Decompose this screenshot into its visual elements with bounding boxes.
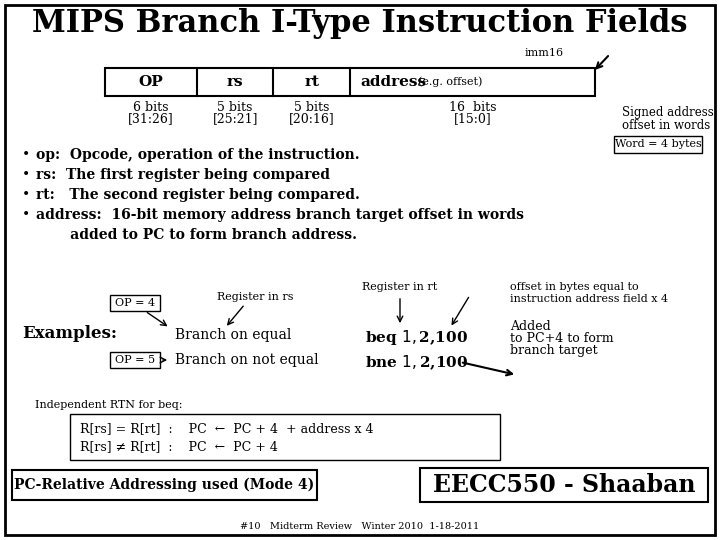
Text: [25:21]: [25:21]	[212, 112, 258, 125]
Text: •: •	[22, 168, 30, 182]
Text: •: •	[22, 208, 30, 222]
Text: Word = 4 bytes: Word = 4 bytes	[615, 139, 701, 149]
Text: [31:26]: [31:26]	[128, 112, 174, 125]
Bar	[110, 352, 160, 368]
Text: OP: OP	[138, 75, 163, 89]
Text: offset in bytes equal to: offset in bytes equal to	[510, 282, 639, 292]
Text: MIPS Branch I-Type Instruction Fields: MIPS Branch I-Type Instruction Fields	[32, 8, 688, 39]
Text: #10   Midterm Review   Winter 2010  1-18-2011: #10 Midterm Review Winter 2010 1-18-2011	[240, 522, 480, 531]
Text: imm16: imm16	[525, 48, 564, 58]
Text: branch target: branch target	[510, 344, 598, 357]
Text: PC-Relative Addressing used (Mode 4): PC-Relative Addressing used (Mode 4)	[14, 478, 314, 492]
Text: 16  bits: 16 bits	[449, 101, 496, 114]
Text: Branch on not equal: Branch on not equal	[175, 353, 319, 367]
Text: address:  16-bit memory address branch target offset in words: address: 16-bit memory address branch ta…	[36, 208, 524, 222]
Text: [15:0]: [15:0]	[454, 112, 491, 125]
Text: address: address	[360, 75, 426, 89]
Text: beq $1,$2,100: beq $1,$2,100	[365, 328, 468, 347]
Text: •: •	[22, 188, 30, 202]
Text: rt:   The second register being compared.: rt: The second register being compared.	[36, 188, 360, 202]
Text: Register in rt: Register in rt	[362, 282, 438, 292]
Text: OP = 5: OP = 5	[115, 355, 155, 365]
Text: Examples:: Examples:	[22, 325, 117, 342]
Bar	[70, 414, 500, 460]
Text: bne $1,$2,100: bne $1,$2,100	[365, 353, 468, 372]
Text: Added: Added	[510, 320, 551, 333]
Bar	[614, 136, 702, 153]
Text: rs:  The first register being compared: rs: The first register being compared	[36, 168, 330, 182]
Text: op:  Opcode, operation of the instruction.: op: Opcode, operation of the instruction…	[36, 148, 359, 162]
Bar	[105, 68, 595, 96]
Text: added to PC to form branch address.: added to PC to form branch address.	[36, 228, 357, 242]
Text: R[rs] ≠ R[rt]  :    PC  ←  PC + 4: R[rs] ≠ R[rt] : PC ← PC + 4	[80, 440, 278, 453]
Text: Branch on equal: Branch on equal	[175, 328, 292, 342]
Bar	[110, 295, 160, 311]
Text: OP = 4: OP = 4	[115, 298, 155, 308]
Text: rs: rs	[227, 75, 243, 89]
Text: to PC+4 to form: to PC+4 to form	[510, 332, 613, 345]
Text: rt: rt	[305, 75, 319, 89]
Text: instruction address field x 4: instruction address field x 4	[510, 294, 668, 304]
Text: EECC550 - Shaaban: EECC550 - Shaaban	[433, 473, 696, 497]
Text: [20:16]: [20:16]	[289, 112, 335, 125]
Text: •: •	[22, 148, 30, 162]
Bar	[12, 470, 317, 500]
Text: Independent RTN for beq:: Independent RTN for beq:	[35, 400, 182, 410]
Text: Register in rs: Register in rs	[217, 292, 293, 302]
Text: 5 bits: 5 bits	[217, 101, 253, 114]
Text: 5 bits: 5 bits	[294, 101, 330, 114]
Text: offset in words: offset in words	[622, 119, 710, 132]
Text: (e.g. offset): (e.g. offset)	[418, 77, 482, 87]
Text: 6 bits: 6 bits	[133, 101, 168, 114]
Bar	[420, 468, 708, 502]
Text: R[rs] = R[rt]  :    PC  ←  PC + 4  + address x 4: R[rs] = R[rt] : PC ← PC + 4 + address x …	[80, 422, 374, 435]
Text: Signed address: Signed address	[622, 106, 714, 119]
